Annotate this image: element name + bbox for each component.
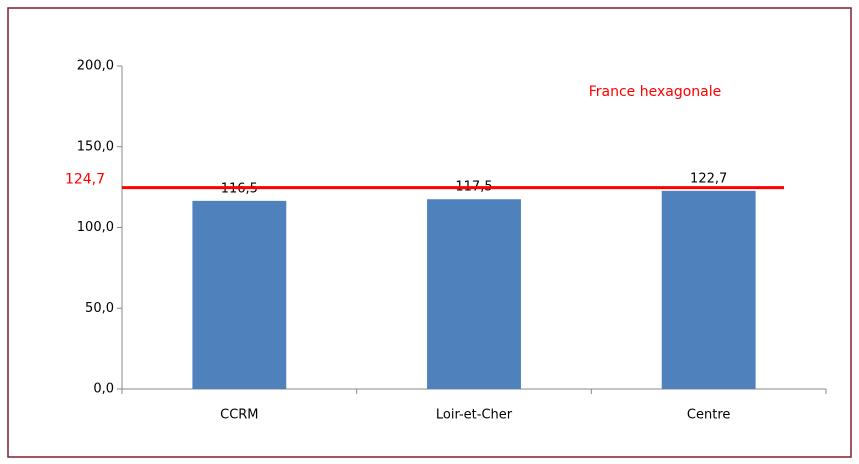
x-tick-label: Centre <box>687 408 730 423</box>
x-tick-label: CCRM <box>220 408 258 423</box>
value-label: 122,7 <box>690 171 727 186</box>
bar <box>192 200 287 389</box>
reference-name: France hexagonale <box>589 84 722 100</box>
bar <box>427 199 521 389</box>
y-tick-label: 50,0 <box>85 301 114 316</box>
reference-label: 124,7 <box>65 172 105 188</box>
y-tick-label: 150,0 <box>77 139 114 154</box>
y-tick-label: 100,0 <box>77 220 114 235</box>
y-tick-label: 200,0 <box>77 59 114 74</box>
x-tick-label: Loir-et-Cher <box>436 408 513 423</box>
bar <box>661 190 756 389</box>
y-tick-label: 0,0 <box>93 382 114 397</box>
